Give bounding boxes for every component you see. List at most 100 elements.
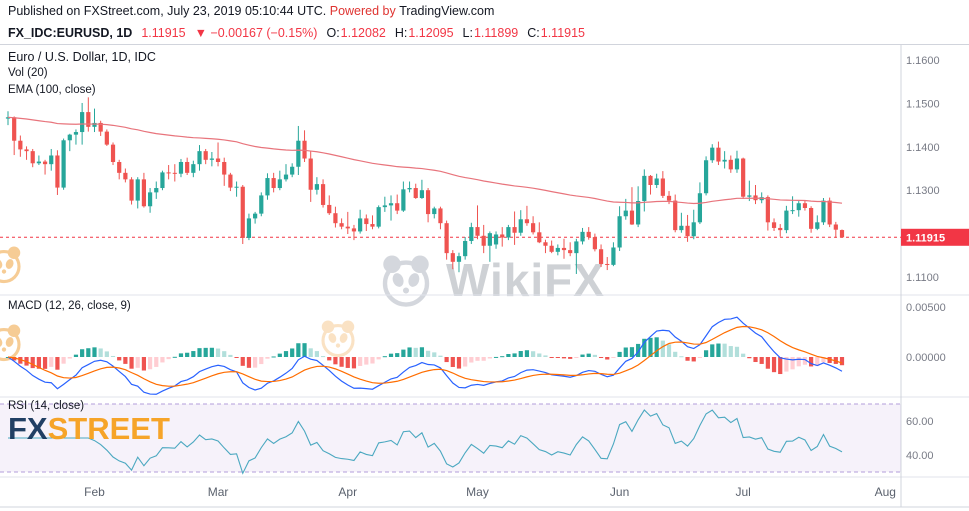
candle-body <box>228 174 233 188</box>
macd-histogram-bar <box>716 343 721 357</box>
candle-body <box>821 200 826 223</box>
macd-histogram-bar <box>364 357 369 365</box>
macd-histogram-bar <box>827 357 832 363</box>
candle-body <box>215 158 221 162</box>
macd-histogram-bar <box>197 348 202 357</box>
macd-histogram-bar <box>407 347 412 357</box>
low-label: L: <box>462 26 473 40</box>
macd-histogram-bar <box>49 357 54 367</box>
main-pane-legend-title: Euro / U.S. Dollar, 1D, IDC <box>8 50 156 64</box>
candle-body <box>320 184 326 205</box>
candle-body <box>36 161 41 164</box>
macd-histogram-bar <box>395 353 400 357</box>
symbol-name: FX_IDC:EURUSD, 1D <box>8 26 133 40</box>
macd-histogram-bar <box>500 356 505 358</box>
macd-histogram-bar <box>370 357 375 364</box>
candle-body <box>815 222 820 229</box>
candle-body <box>660 178 665 196</box>
candle-body <box>802 203 808 208</box>
candle-body <box>524 219 530 224</box>
candle-body <box>314 184 319 190</box>
macd-histogram-bar <box>679 356 684 358</box>
candle-body <box>512 227 517 233</box>
macd-histogram-bar <box>30 357 35 369</box>
macd-histogram-bar <box>685 357 690 361</box>
candle-body <box>574 241 579 254</box>
candle-body <box>42 161 48 165</box>
candle-body <box>636 201 641 225</box>
macd-histogram-bar <box>518 351 523 357</box>
time-axis-label: Jul <box>735 485 750 499</box>
candle-body <box>61 140 66 188</box>
candle-body <box>623 210 628 217</box>
candle-body <box>345 226 350 229</box>
macd-histogram-bar <box>771 357 777 373</box>
candle-body <box>203 151 208 160</box>
close-value-group: C: 1.11915 <box>527 26 585 40</box>
candle-body <box>481 235 486 246</box>
rsi-indicator-legend: RSI (14, close) <box>8 400 85 412</box>
candle-body <box>172 172 177 174</box>
candle-body <box>49 155 54 165</box>
candle-body <box>370 224 375 227</box>
macd-histogram-bar <box>339 357 344 367</box>
macd-histogram-bar <box>259 357 264 365</box>
macd-histogram-bar <box>524 350 530 357</box>
fxstreet-logo-street: STREET <box>47 411 170 446</box>
macd-histogram-bar <box>765 357 770 369</box>
wikifx-panda-watermark-icon <box>0 244 24 284</box>
candle-body <box>271 178 276 189</box>
candle-body <box>629 210 635 225</box>
macd-histogram-bar <box>401 349 406 357</box>
macd-histogram-bar <box>92 347 97 357</box>
candle-body <box>92 122 97 127</box>
time-axis-label: Apr <box>338 485 357 499</box>
candle-body <box>24 149 29 152</box>
low-value: 1.11899 <box>473 26 519 40</box>
candle-body <box>419 190 425 199</box>
macd-histogram-bar <box>512 353 517 357</box>
low-value-group: L: 1.11899 <box>463 26 519 40</box>
macd-histogram-bar <box>178 353 184 357</box>
candle-body <box>104 131 109 145</box>
candle-body <box>259 195 264 214</box>
candle-body <box>166 172 171 174</box>
macd-histogram-bar <box>444 357 449 363</box>
macd-histogram-bar <box>55 357 60 370</box>
macd-histogram-bar <box>586 353 591 357</box>
macd-histogram-bar <box>734 346 740 357</box>
macd-histogram-bar <box>815 357 820 367</box>
macd-histogram-bar <box>388 353 394 357</box>
macd-histogram-bar <box>277 353 282 357</box>
wikifx-panda-watermark-icon <box>378 252 434 308</box>
candle-body <box>691 222 696 237</box>
ema-100-line <box>7 116 843 205</box>
candle-body <box>549 245 554 252</box>
fxstreet-link[interactable]: FXStreet.com <box>83 4 161 18</box>
candle-body <box>561 247 567 251</box>
candle-body <box>456 256 462 262</box>
candle-body <box>209 158 214 160</box>
candle-body <box>537 232 542 243</box>
candle-body <box>685 225 690 237</box>
candle-body <box>185 161 190 173</box>
candle-body <box>67 134 72 141</box>
macd-histogram-bar <box>493 356 499 358</box>
macd-histogram-bar <box>413 347 418 357</box>
macd-histogram-bar <box>642 338 647 357</box>
candle-body <box>518 219 523 233</box>
last-price-badge <box>901 228 969 246</box>
rsi-line <box>8 409 843 475</box>
macd-histogram-bar <box>351 357 357 369</box>
macd-signal-line <box>7 325 843 387</box>
macd-histogram-bar <box>691 357 696 362</box>
tradingview-link[interactable]: TradingView.com <box>399 4 495 18</box>
price-axis-label: 1.1300 <box>906 185 940 197</box>
macd-histogram-bar <box>61 357 66 364</box>
candle-body <box>679 225 684 231</box>
macd-histogram-bar <box>666 344 672 357</box>
macd-indicator-legend: MACD (12, 26, close, 9) <box>8 300 131 312</box>
macd-histogram-bar <box>135 357 140 368</box>
candle-body <box>55 155 60 188</box>
